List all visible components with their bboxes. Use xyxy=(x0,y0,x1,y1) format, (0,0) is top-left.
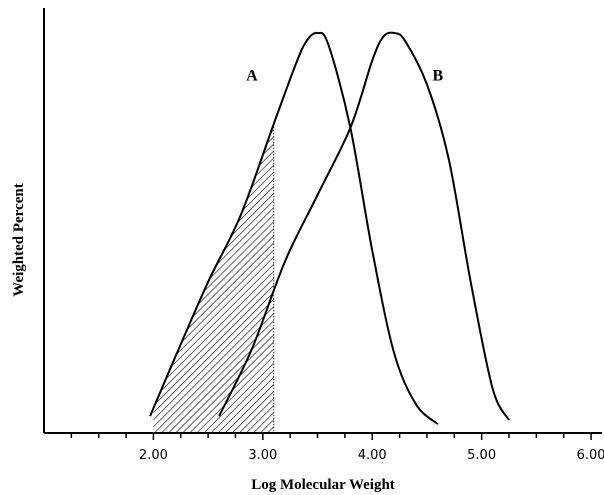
series-a-curve xyxy=(149,31,439,425)
series-a-label: A xyxy=(246,67,258,84)
x-tick-label: 4.00 xyxy=(358,448,387,463)
series-b-curve xyxy=(218,31,510,421)
shaded-region-a xyxy=(153,123,274,433)
series-b-label: B xyxy=(433,67,444,84)
x-tick-label: 5.00 xyxy=(467,448,496,463)
y-axis-label: Weighted Percent xyxy=(11,183,27,296)
x-tick-label: 2.00 xyxy=(139,448,168,463)
x-tick-label: 3.00 xyxy=(248,448,277,463)
x-tick-label: 6.00 xyxy=(577,448,604,463)
x-axis-label: Log Molecular Weight xyxy=(251,477,395,493)
